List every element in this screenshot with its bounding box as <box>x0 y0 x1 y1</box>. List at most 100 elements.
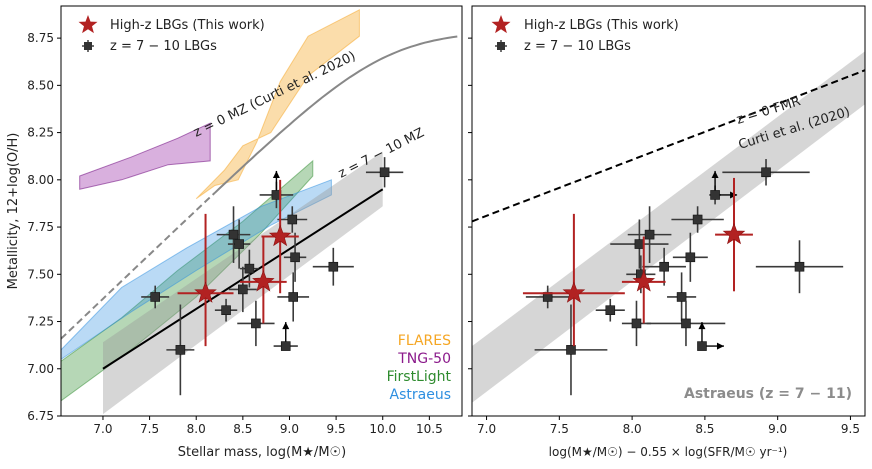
left-xtick-label-6: 10.0 <box>369 422 396 436</box>
left-lbg-point-11 <box>283 232 307 282</box>
tng50-band <box>79 122 211 190</box>
left-xtick-label-7: 10.5 <box>416 422 443 436</box>
left-ytick-label-7: 8.50 <box>27 78 54 92</box>
left-lbg-point-7 <box>237 300 275 347</box>
right-lbg-uparrow-12-head <box>711 170 719 178</box>
left-frame <box>60 5 463 417</box>
left-lbg-marker-6 <box>244 263 255 274</box>
right-lbg-point-15 <box>697 322 724 351</box>
left-lbg-point-4 <box>227 219 251 269</box>
left-ytick-label-2: 7.25 <box>27 315 54 329</box>
left-ytick-label-6: 8.25 <box>27 126 54 140</box>
right-xtick-label-5: 9.5 <box>841 422 860 436</box>
right-xtick-label-3: 8.5 <box>695 422 714 436</box>
left-lbg-uparrow-9-head <box>282 322 290 330</box>
left-star-marker-0 <box>194 281 217 303</box>
right-star-point-0 <box>522 213 625 347</box>
left-x-axis-label: Stellar mass, log(M★/M☉) <box>178 445 347 460</box>
right-lbg-point-1 <box>534 304 608 396</box>
left-lbg-point-9 <box>273 322 298 351</box>
right-lbg-marker-7 <box>659 261 669 272</box>
tng50-label: TNG-50 <box>397 351 451 367</box>
left-legend-square-label: z = 7 − 10 LBGs <box>110 39 217 54</box>
right-lbg-uparrow-15-head <box>698 322 706 330</box>
right-lbg-point-13 <box>722 159 810 186</box>
left-xtick-label-4: 9.0 <box>280 422 299 436</box>
left-lbg-marker-13 <box>328 261 339 272</box>
astraeus-label: Astraeus <box>390 387 451 403</box>
right-lbg-marker-11 <box>681 318 691 329</box>
left-lbg-marker-7 <box>251 318 261 329</box>
left-lbg-marker-12 <box>288 292 299 302</box>
left-lbg-marker-2 <box>221 305 231 315</box>
flares-band <box>195 8 360 200</box>
right-lbg-marker-13 <box>761 167 771 178</box>
left-lbg-marker-11 <box>290 252 300 263</box>
right-lbg-point-14 <box>755 240 844 294</box>
right-xtick-label-2: 8.0 <box>623 422 642 436</box>
left-sim-labels: FLARES TNG-50 FirstLight Astraeus <box>387 333 452 403</box>
left-star-point-1 <box>240 236 287 324</box>
right-legend-star-label: High-z LBGs (This work) <box>524 18 679 33</box>
left-star-marker-2 <box>268 224 292 247</box>
right-lbg-point-7 <box>642 247 686 286</box>
left-ytick-label-1: 7.00 <box>27 362 54 376</box>
right-frame <box>471 5 866 417</box>
right-legend-square-label: z = 7 − 10 LBGs <box>524 39 631 54</box>
left-lbg-point-3 <box>216 206 251 263</box>
right-lbg-marker-14 <box>794 261 805 272</box>
right-lbg-point-3 <box>621 300 652 347</box>
right-xtick-label-0: 7.0 <box>477 422 496 436</box>
right-legend-star-icon <box>491 15 511 34</box>
left-ytick-label-3: 7.50 <box>27 267 54 281</box>
left-star-point-0 <box>177 213 234 347</box>
right-astraeus-band <box>472 51 865 403</box>
right-star-marker-1 <box>632 270 656 292</box>
right-lbg-marker-10 <box>692 214 703 225</box>
left-z0-mz-curve <box>214 35 458 194</box>
left-legend-star-label: High-z LBGs (This work) <box>110 18 265 33</box>
right-lbg-marker-3 <box>631 318 642 329</box>
left-lbg-point-10 <box>277 206 308 233</box>
left-lbg-marker-1 <box>175 345 186 355</box>
right-star-marker-0 <box>562 281 586 303</box>
left-xtick-label-2: 8.0 <box>187 422 206 436</box>
left-star-marker-1 <box>252 270 275 292</box>
left-star-point-2 <box>261 179 299 294</box>
right-lbg-marker-2 <box>605 305 616 315</box>
right-lbg-point-10 <box>671 206 724 233</box>
left-legend-star-icon <box>78 15 98 34</box>
left-ytick-label-4: 7.75 <box>27 220 54 234</box>
left-lbg-marker-9 <box>280 341 291 351</box>
right-star-point-1 <box>621 236 666 324</box>
right-lbg-marker-12 <box>710 190 720 200</box>
left-ytick-label-8: 8.75 <box>27 31 54 45</box>
right-lbg-point-2 <box>595 298 625 322</box>
right-legend-square-icon <box>497 42 505 50</box>
flares-label: FLARES <box>398 333 451 349</box>
right-lbg-marker-8 <box>676 292 687 302</box>
left-lbg-point-13 <box>312 247 354 286</box>
left-legend-square-icon <box>84 42 92 50</box>
right-lbg-marker-9 <box>685 252 696 263</box>
right-xtick-label-1: 7.5 <box>550 422 569 436</box>
left-xtick-label-5: 9.5 <box>327 422 346 436</box>
right-star-marker-2 <box>722 222 746 245</box>
left-lbg-point-12 <box>277 272 310 322</box>
left-lbg-uparrow-8-head <box>272 170 280 178</box>
right-astraeus-label: Astraeus (z = 7 − 11) <box>684 386 852 402</box>
right-xtick-label-4: 9.0 <box>768 422 787 436</box>
left-lbg-marker-0 <box>150 292 160 302</box>
left-lbg-marker-14 <box>379 167 390 178</box>
left-z0-mz-curve-dashed <box>61 192 216 340</box>
right-star-point-2 <box>715 177 753 292</box>
left-lbg-point-14 <box>365 157 404 188</box>
left-lbg-marker-4 <box>234 239 244 249</box>
right-z0-fmr-line <box>472 69 865 223</box>
right-lbg-marker-1 <box>566 345 576 355</box>
left-legend: High-z LBGs (This work) z = 7 − 10 LBGs <box>78 15 265 54</box>
astraeus-band <box>61 179 332 360</box>
left-lbg-marker-10 <box>287 214 298 225</box>
right-legend: High-z LBGs (This work) z = 7 − 10 LBGs <box>491 15 679 54</box>
left-xtick-label-3: 8.5 <box>233 422 252 436</box>
